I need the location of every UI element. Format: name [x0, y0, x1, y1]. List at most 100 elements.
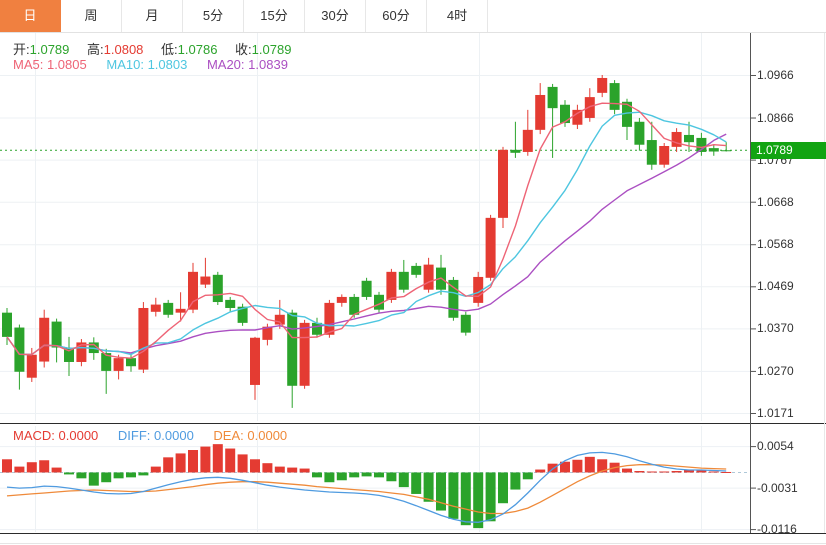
macd-histogram-bar [684, 469, 694, 473]
candle-body[interactable] [522, 129, 533, 152]
candle-body[interactable] [708, 148, 719, 152]
macd-histogram-layer[interactable] [2, 444, 732, 529]
macd-histogram-bar [510, 472, 521, 490]
ma10-value: 1.0803 [147, 57, 188, 72]
candles-layer[interactable] [2, 75, 732, 408]
macd-histogram-bar [597, 459, 608, 473]
candle-body[interactable] [671, 131, 682, 147]
candle-body[interactable] [287, 312, 298, 386]
candle-body[interactable] [622, 101, 632, 127]
candle-body[interactable] [64, 347, 74, 362]
tab-weekly[interactable]: 周 [61, 0, 122, 32]
candle-body[interactable] [423, 264, 434, 290]
candle-body[interactable] [349, 296, 360, 315]
price-tick-label: 1.0668 [757, 194, 794, 209]
candle-body[interactable] [274, 314, 285, 325]
tab-5min[interactable]: 5分 [183, 0, 244, 32]
diff-label: DIFF: [117, 428, 151, 443]
candle-body[interactable] [448, 279, 459, 318]
macd-histogram-bar [188, 450, 198, 473]
dea-label: DEA: [213, 428, 244, 443]
candle-body[interactable] [76, 342, 87, 362]
macd-histogram-bar [126, 472, 136, 478]
candle-body[interactable] [374, 294, 384, 310]
candle-body[interactable] [212, 274, 223, 303]
candle-body[interactable] [299, 322, 310, 386]
candle-body[interactable] [361, 280, 372, 297]
macd-histogram-bar [522, 472, 533, 480]
candle-body[interactable] [163, 302, 174, 315]
candle-body[interactable] [411, 265, 422, 275]
macd-histogram-bar [411, 472, 422, 494]
ohlc-readout: 开:1.0789 高:1.0808 低:1.0786 收:1.0789 [13, 39, 305, 58]
candle-body[interactable] [386, 271, 397, 300]
candle-body[interactable] [324, 302, 335, 335]
candle-body[interactable] [485, 217, 496, 278]
candle-body[interactable] [646, 140, 657, 165]
candle-body[interactable] [684, 134, 694, 143]
macd-histogram-bar [101, 472, 112, 483]
candle-body[interactable] [113, 358, 124, 371]
candle-body[interactable] [336, 296, 347, 303]
candle-body[interactable] [262, 326, 273, 340]
candle-body[interactable] [138, 307, 149, 370]
candle-body[interactable] [150, 304, 161, 312]
candle-body[interactable] [510, 149, 521, 153]
candle-body[interactable] [225, 299, 236, 308]
candle-body[interactable] [398, 271, 409, 290]
tab-30min[interactable]: 30分 [305, 0, 366, 32]
ma-readout: MA5: 1.0805 MA10: 1.0803 MA20: 1.0839 [13, 57, 304, 72]
tab-monthly[interactable]: 月 [122, 0, 183, 32]
candle-body[interactable] [175, 308, 186, 313]
candle-body[interactable] [498, 149, 508, 218]
candle-body[interactable] [659, 146, 670, 165]
macd-histogram-bar [622, 468, 632, 473]
ma20-label: MA20: [206, 57, 245, 72]
candle-body[interactable] [473, 276, 484, 303]
macd-histogram-bar [572, 459, 583, 473]
ma5-line [6, 102, 727, 359]
candle-body[interactable] [721, 150, 732, 152]
macd-histogram-bar [659, 471, 670, 473]
diff-line [6, 451, 727, 523]
candle-body[interactable] [26, 354, 37, 378]
candle-body[interactable] [696, 137, 707, 152]
candle-body[interactable] [250, 337, 260, 385]
macd-histogram-bar [2, 459, 12, 473]
macd-value: 0.0000 [58, 428, 99, 443]
macd-histogram-bar [386, 472, 397, 482]
candle-body[interactable] [584, 97, 595, 118]
candle-body[interactable] [101, 353, 112, 371]
last-price-badge: 1.0789 [751, 142, 826, 159]
timeframe-tabbar: 日周月 5分 15分 30分 60分 4时 [0, 0, 826, 33]
candle-body[interactable] [200, 276, 211, 285]
tab-daily[interactable]: 日 [0, 0, 61, 32]
price-tick-label: 1.0171 [757, 406, 794, 420]
candle-body[interactable] [312, 322, 322, 335]
candle-body[interactable] [547, 86, 558, 109]
candle-body[interactable] [609, 83, 620, 110]
candle-body[interactable] [237, 306, 248, 323]
candle-body[interactable] [51, 321, 62, 348]
ma5-label: MA5: [13, 57, 44, 72]
candle-body[interactable] [2, 312, 12, 337]
tab-4hour[interactable]: 4时 [427, 0, 488, 32]
candle-body[interactable] [572, 109, 583, 125]
candle-body[interactable] [460, 314, 471, 333]
candle-body[interactable] [597, 77, 608, 93]
low-label: 低: [161, 42, 178, 57]
candle-body[interactable] [188, 271, 198, 310]
macd-tick-label: -0.0116 [757, 522, 797, 537]
candle-body[interactable] [126, 358, 136, 367]
candle-body[interactable] [634, 121, 645, 145]
macd-histogram-bar [398, 472, 409, 488]
tab-15min[interactable]: 15分 [244, 0, 305, 32]
candle-body[interactable] [14, 327, 25, 372]
candle-body[interactable] [39, 317, 50, 362]
macd-histogram-bar [299, 468, 310, 473]
tab-60min[interactable]: 60分 [366, 0, 427, 32]
candle-body[interactable] [560, 104, 570, 124]
candle-body[interactable] [535, 94, 546, 130]
